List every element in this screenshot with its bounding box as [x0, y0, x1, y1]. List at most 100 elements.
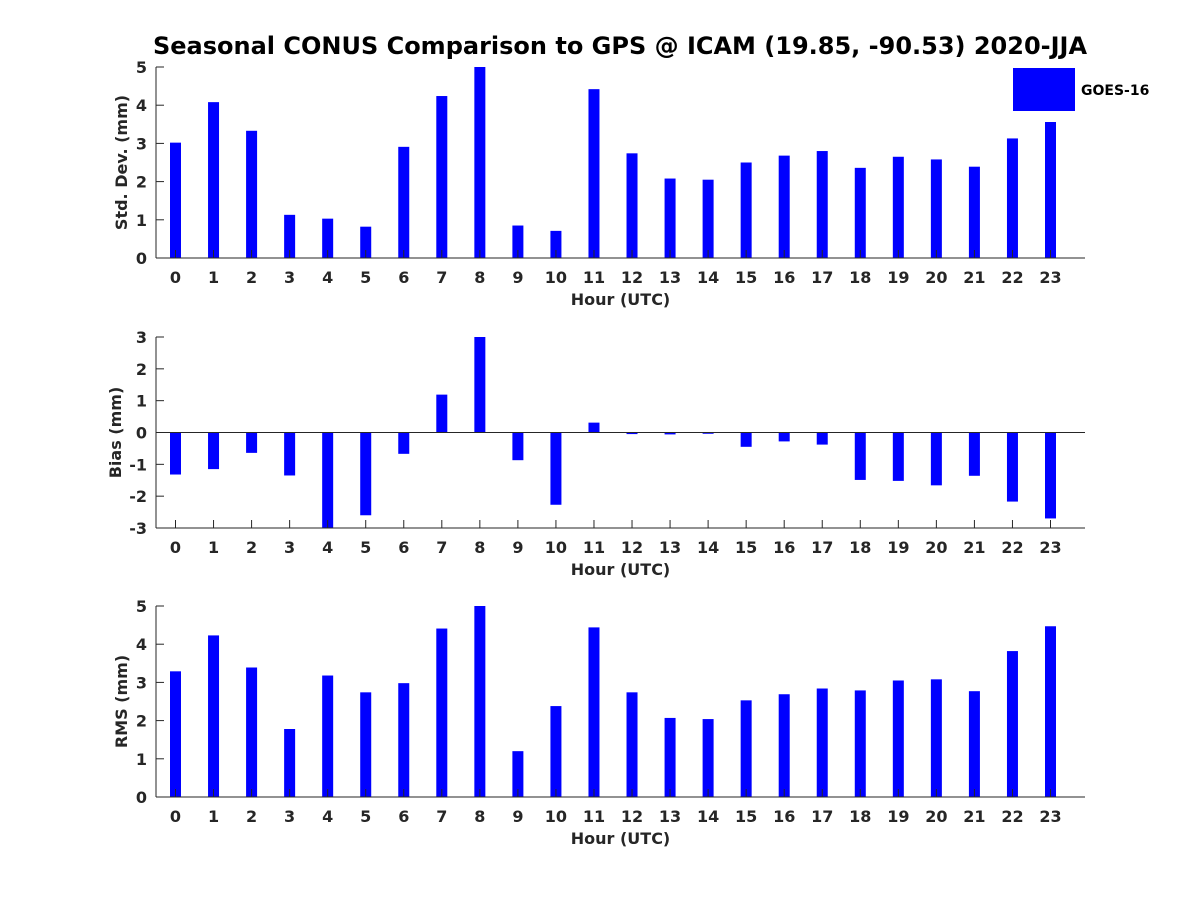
x-tick-label-std-dev: 0: [170, 268, 181, 287]
bar-bias-hour-23: [1045, 432, 1056, 519]
bar-rms-hour-20: [930, 679, 942, 797]
x-tick-label-std-dev: 21: [963, 268, 985, 287]
bar-bias-hour-4: [322, 432, 334, 528]
y-tick-label-rms: 3: [136, 673, 147, 692]
x-tick-label-std-dev: 8: [474, 268, 485, 287]
x-tick-label-rms: 15: [735, 807, 757, 826]
x-tick-label-rms: 7: [436, 807, 447, 826]
x-tick-label-std-dev: 4: [322, 268, 333, 287]
x-tick-label-rms: 11: [583, 807, 605, 826]
bar-std-dev-hour-16: [778, 155, 790, 258]
x-tick-label-rms: 19: [887, 807, 909, 826]
x-tick-label-bias: 19: [887, 538, 909, 557]
bar-std-dev-hour-23: [1045, 122, 1056, 258]
x-tick-label-std-dev: 15: [735, 268, 757, 287]
y-tick-label-std-dev: 2: [136, 173, 147, 192]
bar-rms-hour-5: [360, 692, 372, 797]
legend: GOES-16: [1011, 67, 1149, 111]
y-tick-label-bias: -1: [129, 455, 147, 474]
x-tick-label-std-dev: 1: [208, 268, 219, 287]
bar-std-dev-hour-18: [854, 167, 866, 258]
bar-std-dev-hour-22: [1006, 138, 1018, 258]
x-tick-label-bias: 14: [697, 538, 719, 557]
x-tick-label-rms: 10: [545, 807, 567, 826]
x-tick-label-std-dev: 17: [811, 268, 833, 287]
y-tick-label-bias: -2: [129, 487, 147, 506]
x-tick-label-std-dev: 18: [849, 268, 871, 287]
x-tick-label-bias: 6: [398, 538, 409, 557]
bar-rms-hour-2: [246, 667, 258, 797]
y-tick-label-bias: 1: [136, 392, 147, 411]
x-tick-label-bias: 9: [512, 538, 523, 557]
bar-bias-hour-9: [512, 432, 524, 461]
y-tick-label-std-dev: 3: [136, 134, 147, 153]
bar-bias-hour-16: [778, 432, 790, 442]
bar-bias-hour-14: [702, 432, 714, 434]
bar-std-dev-hour-17: [816, 151, 828, 258]
y-axis-label-std-dev: Std. Dev. (mm): [112, 95, 131, 230]
x-tick-label-std-dev: 23: [1039, 268, 1061, 287]
bar-std-dev-hour-7: [436, 96, 448, 258]
x-tick-label-std-dev: 14: [697, 268, 719, 287]
bar-std-dev-hour-19: [892, 156, 904, 258]
bar-rms-hour-6: [398, 683, 410, 797]
x-tick-label-rms: 6: [398, 807, 409, 826]
x-tick-label-std-dev: 12: [621, 268, 643, 287]
y-tick-label-bias: 2: [136, 360, 147, 379]
x-tick-label-std-dev: 10: [545, 268, 567, 287]
bar-bias-hour-11: [588, 422, 600, 433]
bar-std-dev-hour-10: [550, 230, 562, 258]
y-tick-label-bias: -3: [129, 519, 147, 538]
bar-rms-hour-0: [170, 671, 181, 797]
bar-std-dev-hour-1: [208, 102, 220, 258]
x-tick-label-bias: 0: [170, 538, 181, 557]
bar-std-dev-hour-12: [626, 153, 638, 258]
bar-std-dev-hour-6: [398, 146, 410, 258]
bar-rms-hour-9: [512, 751, 524, 797]
x-tick-label-rms: 3: [284, 807, 295, 826]
bar-std-dev-hour-8: [474, 67, 486, 258]
bar-bias-hour-17: [816, 432, 828, 445]
y-tick-label-std-dev: 1: [136, 211, 147, 230]
x-tick-label-std-dev: 13: [659, 268, 681, 287]
legend-swatch-goes-16: [1013, 68, 1075, 111]
bar-rms-hour-23: [1045, 626, 1056, 797]
bar-std-dev-hour-9: [512, 225, 524, 258]
y-tick-label-std-dev: 5: [136, 58, 147, 77]
y-tick-label-std-dev: 0: [136, 249, 147, 268]
bar-rms-hour-16: [778, 694, 790, 797]
x-axis-label-bias: Hour (UTC): [571, 560, 671, 579]
y-tick-label-bias: 3: [136, 328, 147, 347]
x-tick-label-rms: 22: [1001, 807, 1023, 826]
x-tick-label-rms: 14: [697, 807, 719, 826]
bar-rms-hour-11: [588, 627, 600, 797]
bar-bias-hour-2: [246, 432, 258, 453]
bar-bias-hour-12: [626, 432, 638, 435]
bar-bias-hour-7: [436, 394, 448, 433]
x-tick-label-rms: 20: [925, 807, 947, 826]
x-tick-label-bias: 18: [849, 538, 871, 557]
x-tick-label-rms: 13: [659, 807, 681, 826]
bar-rms-hour-10: [550, 706, 562, 797]
x-tick-label-std-dev: 5: [360, 268, 371, 287]
bar-rms-hour-19: [892, 680, 904, 797]
x-tick-label-bias: 16: [773, 538, 795, 557]
x-tick-label-bias: 5: [360, 538, 371, 557]
x-tick-label-bias: 7: [436, 538, 447, 557]
y-tick-label-std-dev: 4: [136, 96, 147, 115]
x-tick-label-rms: 8: [474, 807, 485, 826]
x-tick-label-std-dev: 22: [1001, 268, 1023, 287]
x-tick-label-bias: 17: [811, 538, 833, 557]
x-tick-label-rms: 9: [512, 807, 523, 826]
bar-std-dev-hour-20: [930, 159, 942, 258]
x-tick-label-std-dev: 6: [398, 268, 409, 287]
x-tick-label-bias: 23: [1039, 538, 1061, 557]
bar-std-dev-hour-14: [702, 179, 714, 258]
x-tick-label-bias: 10: [545, 538, 567, 557]
y-tick-label-bias: 0: [136, 424, 147, 443]
legend-label-goes-16: GOES-16: [1081, 83, 1149, 99]
x-tick-label-rms: 4: [322, 807, 333, 826]
